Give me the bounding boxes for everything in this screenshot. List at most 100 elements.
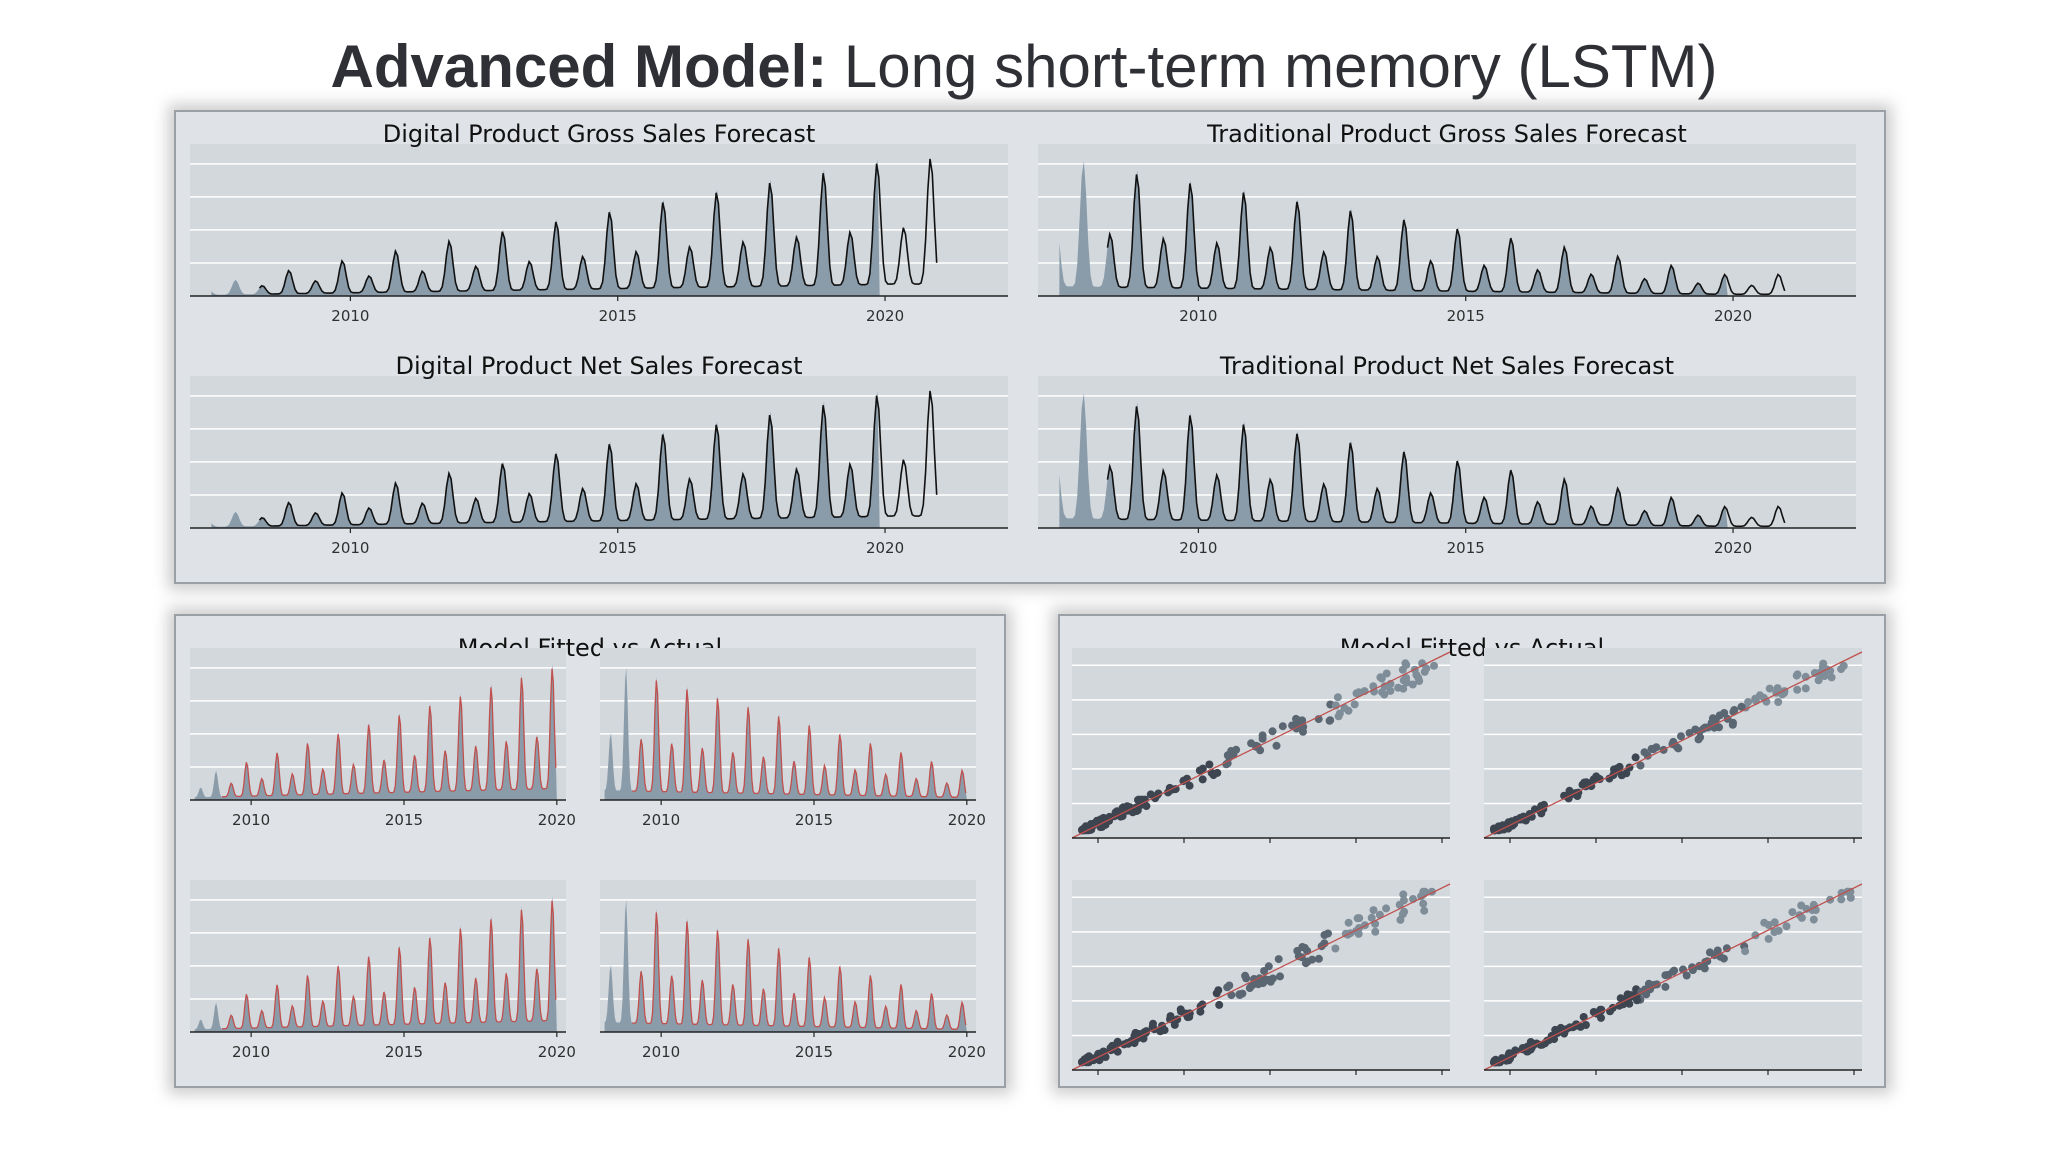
scatter-point: [1636, 761, 1645, 770]
scatter-point: [1350, 700, 1359, 709]
scatter-point: [1156, 1027, 1165, 1036]
forecast-panel: 2010 2015 2020 Digital Product Gross Sales …: [174, 110, 1886, 584]
scatter-point: [1352, 689, 1361, 698]
scatter-point: [1214, 986, 1223, 995]
scatter-point: [1614, 765, 1623, 774]
scatter-point: [1430, 661, 1438, 670]
scatter-point: [1722, 944, 1731, 953]
scatter-point: [1837, 895, 1846, 904]
scatter-point: [1325, 716, 1334, 725]
scatter-point: [1113, 1047, 1122, 1056]
scatter-point: [1652, 743, 1661, 752]
scatter-point: [1491, 1058, 1500, 1067]
scatter-point: [1682, 971, 1691, 980]
scatter-point: [1198, 764, 1207, 773]
scatter-point: [1380, 682, 1389, 691]
chart-traditional-net: 2010 2015 2020 Traditional Product Net Sale…: [1038, 352, 1856, 557]
scatter-point: [1422, 664, 1431, 673]
scatter-point: [1371, 927, 1380, 936]
scatter-point: [1333, 693, 1342, 702]
scatter-point: [1399, 676, 1408, 685]
x-tick-label: 2015: [385, 1043, 423, 1061]
fitted-subplot-2: 2010 2015 2020: [600, 648, 986, 829]
x-tick-label: 2010: [642, 1043, 680, 1061]
actual-area: [194, 896, 557, 1032]
x-tick-label: 2020: [948, 1043, 986, 1061]
scatter-point: [1370, 687, 1379, 696]
scatter-point: [1592, 772, 1601, 781]
chart-title: Digital Product Gross Sales Forecast: [383, 120, 816, 148]
scatter-point: [1801, 684, 1810, 693]
x-tick-label: 2010: [1179, 539, 1217, 557]
scatter-point: [1376, 673, 1385, 682]
scatter-point: [1774, 698, 1783, 706]
fitted-line: [222, 668, 557, 798]
x-tick-label: 2020: [866, 307, 904, 325]
actual-area: [1059, 161, 1728, 296]
chart-traditional-gross: 2010 2015 2020 Traditional Product Gross Sa…: [1038, 120, 1856, 325]
scatter-point: [1176, 1005, 1185, 1014]
plot-background: [600, 648, 976, 800]
scatter-point: [1508, 1050, 1517, 1059]
scatter-point: [1399, 684, 1408, 693]
scatter-point: [1728, 720, 1737, 729]
scatter-point: [1700, 964, 1709, 973]
scatter-point: [1792, 671, 1801, 680]
scatter-point: [1274, 955, 1283, 964]
scatter-point: [1773, 684, 1782, 693]
x-tick-label: 2015: [795, 811, 833, 829]
slide-title-rest: Long short-term memory (LSTM): [827, 33, 1718, 100]
chart-title: Digital Product Net Sales Forecast: [395, 352, 802, 380]
scatter-point: [1308, 955, 1317, 964]
scatter-point: [1631, 753, 1640, 762]
x-tick-label: 2010: [232, 811, 270, 829]
scatter-point: [1696, 733, 1705, 742]
x-tick-label: 2020: [1714, 307, 1752, 325]
scatter-point: [1166, 1012, 1175, 1021]
scatter-point: [1314, 954, 1323, 963]
scatter-point: [1288, 721, 1297, 730]
scatter-point: [1741, 947, 1750, 956]
scatter-point: [1344, 918, 1353, 927]
scatter-point: [1104, 813, 1113, 822]
fitted-series-panel: Model Fitted vs Actual 2010 2015 2020 2010 20…: [174, 614, 1006, 1088]
scatter-point: [1399, 890, 1408, 899]
plot-background: [1038, 144, 1856, 296]
x-tick-label: 2020: [948, 811, 986, 829]
actual-area: [604, 667, 967, 800]
scatter-point: [1408, 680, 1417, 689]
x-tick-label: 2020: [866, 539, 904, 557]
identity-line: [1071, 651, 1451, 839]
scatter-point: [1640, 748, 1649, 757]
scatter-point: [1272, 741, 1281, 750]
fitted-scatter-panel-svg: Model Fitted vs Actual: [1071, 634, 1863, 1075]
plot-background: [1038, 376, 1856, 528]
scatter-point: [1382, 669, 1391, 678]
scatter-point: [1301, 959, 1310, 968]
scatter-point: [1205, 760, 1214, 769]
scatter-point: [1113, 1037, 1122, 1046]
fitted-subplot-1: 2010 2015 2020: [190, 648, 576, 829]
fitted-line: [632, 912, 967, 1030]
forecast-line: [1106, 406, 1786, 528]
scatter-point: [1846, 893, 1855, 902]
chart-title: Traditional Product Gross Sales Forecast: [1206, 120, 1687, 148]
forecast-line: [1106, 174, 1786, 296]
scatter-point: [1223, 983, 1232, 992]
scatter-point: [1258, 731, 1267, 740]
scatter-point: [1083, 1056, 1092, 1065]
scatter-point: [1092, 816, 1101, 825]
actual-area: [604, 899, 967, 1032]
x-tick-label: 2015: [795, 1043, 833, 1061]
x-tick-label: 2015: [385, 811, 423, 829]
x-tick-label: 2015: [599, 307, 637, 325]
scatter-point: [1140, 1028, 1149, 1037]
fitted-line: [222, 900, 557, 1030]
scatter-point: [1142, 802, 1151, 811]
scatter-point: [1788, 908, 1797, 917]
scatter-point: [1581, 1021, 1590, 1029]
scatter-point: [1278, 722, 1287, 731]
identity-line: [1483, 883, 1863, 1071]
